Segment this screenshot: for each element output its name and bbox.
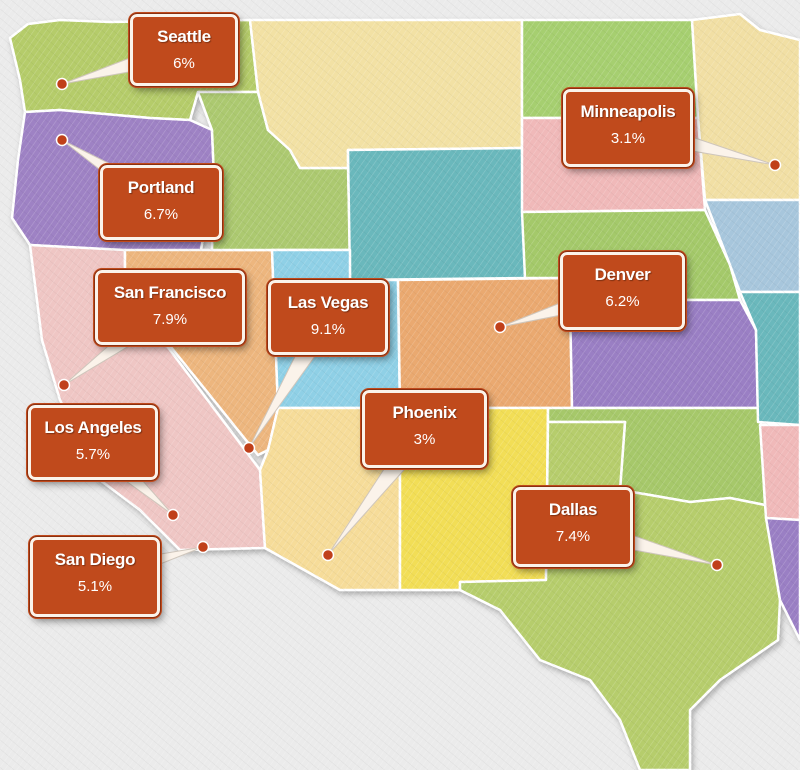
- phoenix-label[interactable]: Phoenix 3%: [361, 389, 488, 469]
- minneapolis-label[interactable]: Minneapolis 3.1%: [562, 88, 694, 168]
- city-value: 7.4%: [555, 528, 591, 545]
- las-vegas-label[interactable]: Las Vegas 9.1%: [267, 279, 389, 356]
- portland-marker[interactable]: [55, 133, 69, 147]
- las-vegas-marker[interactable]: [242, 441, 256, 455]
- state-colorado: [396, 276, 574, 410]
- los-angeles-marker[interactable]: [166, 508, 180, 522]
- city-name: Los Angeles: [44, 418, 142, 437]
- san-diego-marker[interactable]: [196, 540, 210, 554]
- state-minnesota: [690, 12, 800, 202]
- city-name: Portland: [127, 178, 195, 197]
- city-value: 6.7%: [143, 206, 179, 223]
- city-value: 5.7%: [75, 446, 111, 463]
- city-name: Phoenix: [392, 403, 457, 422]
- city-value: 3%: [413, 431, 436, 448]
- dallas-marker[interactable]: [710, 558, 724, 572]
- city-name: Seattle: [157, 27, 211, 46]
- city-name: Denver: [594, 265, 651, 284]
- denver-marker[interactable]: [493, 320, 507, 334]
- city-value: 9.1%: [310, 321, 346, 338]
- city-name: San Francisco: [113, 283, 227, 302]
- los-angeles-label[interactable]: Los Angeles 5.7%: [27, 404, 159, 481]
- city-name: Dallas: [548, 500, 598, 519]
- city-value: 6%: [173, 55, 195, 72]
- city-name: Minneapolis: [580, 102, 676, 121]
- denver-label[interactable]: Denver 6.2%: [559, 251, 686, 331]
- phoenix-marker[interactable]: [321, 548, 335, 562]
- city-name: Las Vegas: [287, 293, 369, 312]
- seattle-marker[interactable]: [55, 77, 69, 91]
- portland-label[interactable]: Portland 6.7%: [99, 164, 223, 241]
- san-francisco-marker[interactable]: [57, 378, 71, 392]
- city-value: 5.1%: [77, 578, 113, 595]
- state-wyoming: [346, 146, 527, 282]
- city-value: 6.2%: [605, 293, 640, 310]
- san-diego-label[interactable]: San Diego 5.1%: [29, 536, 161, 618]
- seattle-label[interactable]: Seattle 6%: [129, 13, 239, 87]
- san-francisco-label[interactable]: San Francisco 7.9%: [94, 269, 246, 346]
- city-value: 3.1%: [610, 130, 646, 147]
- city-value: 7.9%: [152, 311, 188, 328]
- city-name: San Diego: [54, 550, 136, 569]
- minneapolis-marker[interactable]: [768, 158, 782, 172]
- dallas-label[interactable]: Dallas 7.4%: [512, 486, 634, 568]
- state-arkansas: [758, 423, 800, 522]
- state-montana: [248, 18, 524, 170]
